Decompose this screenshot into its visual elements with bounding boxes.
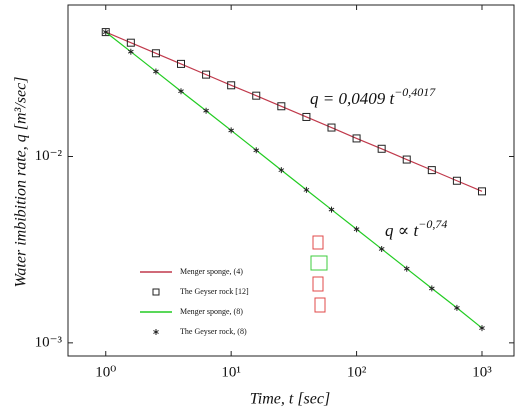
star-marker (153, 68, 159, 75)
annotation-text: q = 0,0409 t (310, 89, 395, 108)
x-tick-label: 10⁰ (95, 364, 116, 380)
star-marker (454, 304, 460, 311)
star-marker (428, 285, 435, 292)
legend-label: Menger sponge, (4) (180, 267, 243, 276)
legend-swatch (153, 329, 159, 335)
decoration (310, 255, 328, 271)
x-tick-label: 10² (347, 364, 367, 380)
square-marker (202, 70, 211, 79)
star-marker (102, 29, 109, 36)
annotation-exponent: −0,4017 (394, 85, 436, 99)
x-tick-label: 10¹ (221, 364, 241, 380)
square-marker (126, 38, 135, 47)
square-marker (427, 166, 436, 175)
star-marker (228, 127, 235, 134)
square-marker (402, 155, 411, 164)
square-marker (277, 102, 286, 111)
x-tick-label: 10³ (472, 364, 492, 380)
annotation-text: q ∝ t (385, 221, 420, 240)
series-line (105, 31, 483, 192)
star-marker (127, 48, 134, 55)
legend-label: Menger sponge, (8) (180, 307, 243, 316)
square-marker (252, 91, 261, 100)
star-marker (178, 88, 184, 95)
decoration (314, 297, 326, 313)
y-tick-label: 10⁻² (35, 148, 63, 164)
decoration (312, 276, 324, 292)
square-marker (151, 49, 160, 58)
star-marker (328, 206, 335, 213)
square-marker (302, 112, 311, 121)
legend-label: The Geyser rock, (8) (180, 327, 247, 336)
star-marker (403, 265, 410, 272)
star-marker (303, 186, 310, 193)
star-marker (253, 147, 260, 154)
square-marker (377, 144, 386, 153)
square-marker (477, 187, 486, 196)
decoration (312, 235, 324, 250)
plot-frame (67, 4, 515, 357)
star-marker (378, 245, 385, 252)
square-marker (227, 81, 236, 90)
y-axis-label: Water imbibition rate, q [m³/sec] (13, 77, 30, 288)
square-marker (327, 123, 336, 132)
star-marker (203, 107, 209, 114)
square-marker (101, 28, 110, 37)
square-marker (452, 176, 461, 185)
annotation-exponent: −0,74 (418, 217, 447, 231)
annotation: q = 0,0409 t−0,4017 (310, 85, 436, 108)
annotation: q ∝ t−0,74 (385, 217, 447, 240)
legend-swatch (152, 288, 160, 296)
legend-label: The Geyser rock [12] (180, 287, 249, 296)
star-marker (479, 325, 485, 332)
star-marker (353, 226, 360, 233)
square-marker (176, 59, 185, 68)
square-marker (352, 134, 361, 143)
series-line (105, 31, 483, 329)
y-tick-label: 10⁻³ (35, 334, 63, 350)
x-axis-label: Time, t [sec] (250, 391, 330, 408)
star-marker (278, 167, 285, 174)
